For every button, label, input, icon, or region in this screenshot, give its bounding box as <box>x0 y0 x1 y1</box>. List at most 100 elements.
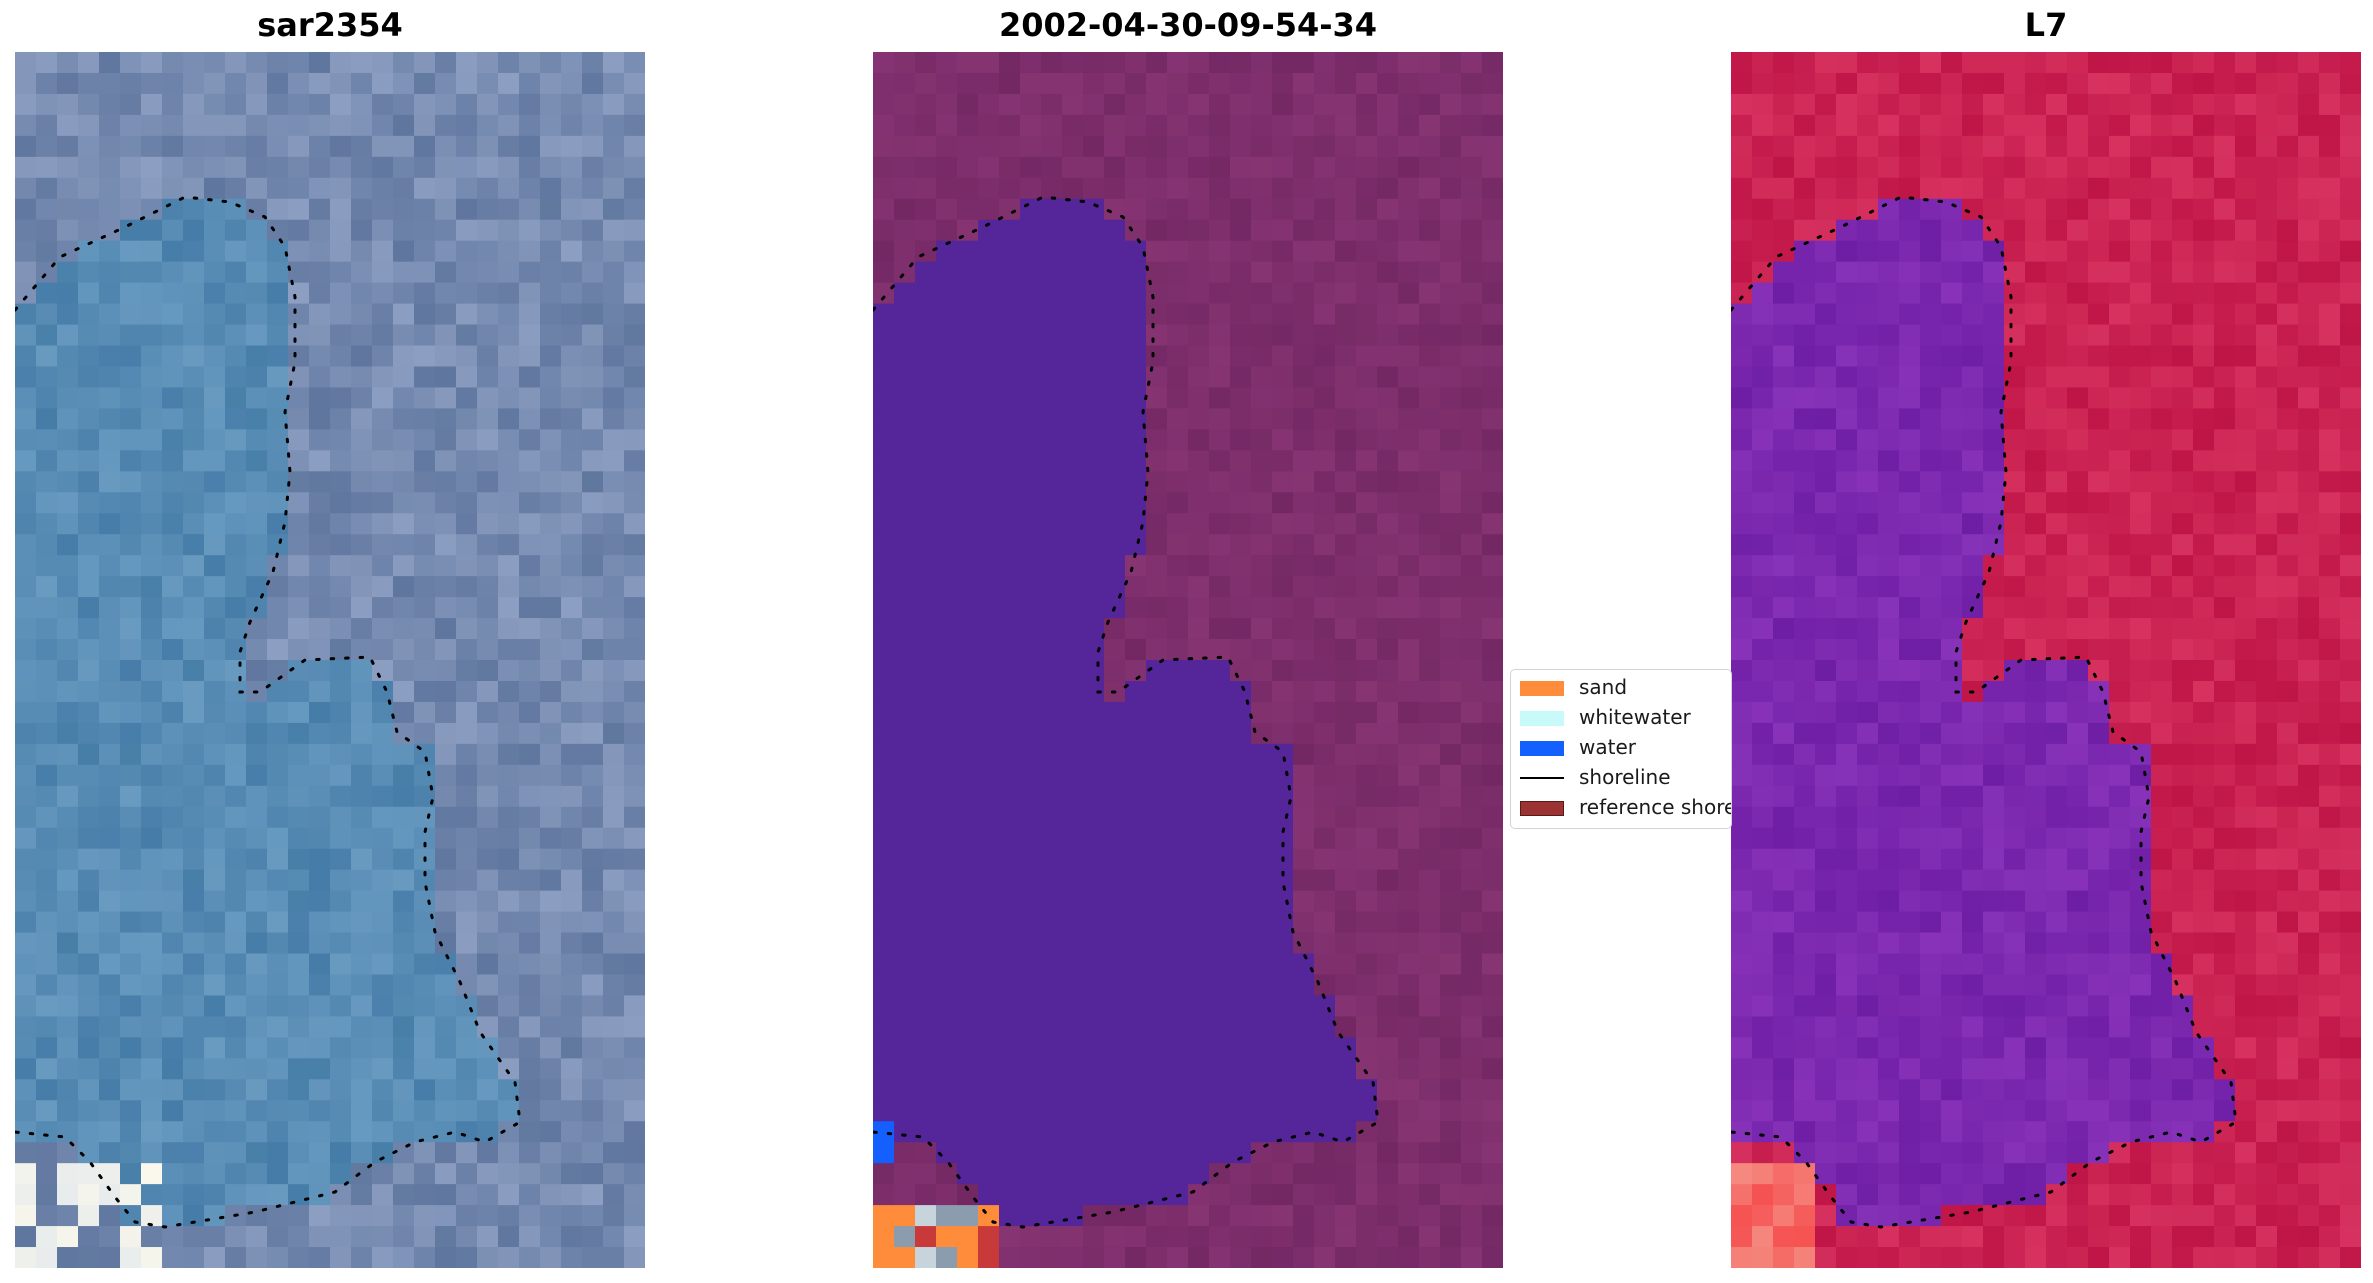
image-pixel <box>456 743 478 766</box>
image-pixel <box>2130 93 2152 116</box>
image-pixel <box>1482 743 1503 766</box>
image-pixel <box>414 974 436 997</box>
image-pixel <box>1941 261 1963 284</box>
image-pixel <box>2109 408 2131 430</box>
image-pixel <box>624 701 645 724</box>
image-pixel <box>288 72 310 95</box>
image-pixel <box>2172 72 2194 95</box>
image-pixel <box>957 387 979 410</box>
image-pixel <box>1251 366 1273 389</box>
image-pixel <box>78 135 100 158</box>
image-pixel <box>1167 869 1189 892</box>
image-pixel <box>393 156 415 179</box>
image-pixel <box>873 1121 895 1143</box>
image-pixel <box>2004 1016 2026 1038</box>
image-pixel <box>477 387 499 410</box>
image-pixel <box>582 660 604 682</box>
image-pixel <box>957 827 979 850</box>
image-pixel <box>1440 345 1462 368</box>
image-pixel <box>1440 806 1462 829</box>
image-pixel <box>1962 408 1984 430</box>
image-pixel <box>2088 869 2110 892</box>
false-color-image-panel <box>1731 52 2361 1268</box>
image-pixel <box>540 1121 562 1143</box>
image-pixel <box>2298 974 2320 997</box>
image-pixel <box>1419 680 1441 703</box>
image-pixel <box>1857 890 1879 913</box>
image-pixel <box>141 1247 163 1268</box>
image-pixel <box>1920 387 1942 410</box>
image-pixel <box>2256 848 2278 871</box>
image-pixel <box>36 932 58 955</box>
image-pixel <box>2298 953 2320 976</box>
image-pixel <box>1794 660 1816 682</box>
image-pixel <box>372 114 394 137</box>
image-pixel <box>999 282 1021 305</box>
image-pixel <box>477 72 499 95</box>
image-pixel <box>141 135 163 158</box>
image-pixel <box>1482 722 1503 745</box>
image-pixel <box>1794 722 1816 745</box>
image-pixel <box>2277 806 2299 829</box>
image-pixel <box>1041 743 1063 766</box>
image-pixel <box>2340 303 2361 326</box>
image-pixel <box>1356 114 1378 137</box>
image-pixel <box>477 135 499 158</box>
image-pixel <box>2067 806 2089 829</box>
image-pixel <box>603 785 625 808</box>
image-pixel <box>1836 576 1858 598</box>
image-pixel <box>1398 450 1420 472</box>
image-pixel <box>2067 827 2089 850</box>
image-pixel <box>603 282 625 305</box>
image-pixel <box>2025 890 2047 913</box>
image-pixel <box>2046 513 2068 535</box>
image-pixel <box>1461 932 1483 955</box>
image-pixel <box>1920 282 1942 305</box>
image-pixel <box>1377 660 1399 682</box>
image-pixel <box>2319 785 2341 808</box>
image-pixel <box>1167 890 1189 913</box>
image-pixel <box>1836 387 1858 410</box>
image-pixel <box>351 701 373 724</box>
image-pixel <box>1251 953 1273 976</box>
image-pixel <box>2340 387 2361 410</box>
image-pixel <box>624 450 645 472</box>
image-pixel <box>1083 618 1105 640</box>
image-pixel <box>120 1079 142 1101</box>
image-pixel <box>2172 1037 2194 1059</box>
image-pixel <box>1314 303 1336 326</box>
image-pixel <box>1020 953 1042 976</box>
image-pixel <box>414 345 436 368</box>
image-pixel <box>498 240 520 263</box>
image-pixel <box>435 303 457 326</box>
image-pixel <box>582 743 604 766</box>
image-pixel <box>225 597 247 619</box>
image-pixel <box>1794 806 1816 829</box>
image-pixel <box>1899 72 1921 95</box>
image-pixel <box>2277 52 2299 74</box>
image-pixel <box>1752 72 1774 95</box>
image-pixel <box>873 135 895 158</box>
image-pixel <box>1398 345 1420 368</box>
image-pixel <box>978 450 1000 472</box>
image-pixel <box>1041 1100 1063 1122</box>
image-pixel <box>1209 303 1231 326</box>
image-pixel <box>915 869 937 892</box>
image-pixel <box>477 450 499 472</box>
image-pixel <box>2046 114 2068 137</box>
image-pixel <box>1314 1163 1336 1185</box>
image-pixel <box>477 1247 499 1268</box>
image-pixel <box>477 240 499 263</box>
image-pixel <box>309 764 331 787</box>
image-pixel <box>1962 827 1984 850</box>
image-pixel <box>603 722 625 745</box>
image-pixel <box>246 995 268 1018</box>
image-pixel <box>2193 701 2215 724</box>
image-pixel <box>351 1163 373 1185</box>
image-pixel <box>1983 1058 2005 1080</box>
image-pixel <box>309 618 331 640</box>
image-pixel <box>2088 680 2110 703</box>
image-pixel <box>456 513 478 535</box>
image-pixel <box>246 198 268 221</box>
image-pixel <box>267 534 289 556</box>
